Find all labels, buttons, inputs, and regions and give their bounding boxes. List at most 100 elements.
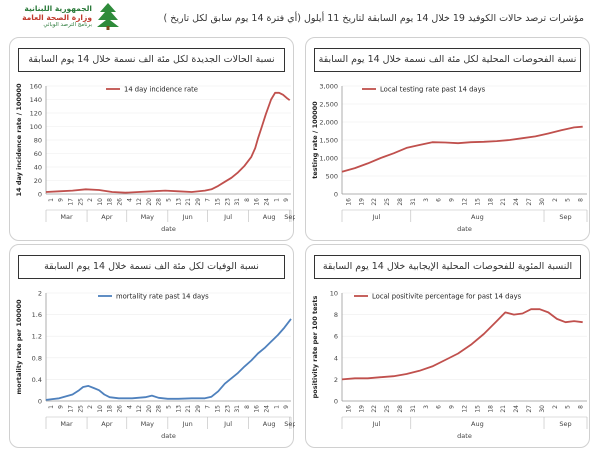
x-axis-label: date xyxy=(161,225,176,233)
x-tick-label: 15 xyxy=(474,198,481,206)
y-tick-label: 1,500 xyxy=(319,137,338,145)
x-tick-label: 28 xyxy=(156,198,163,206)
legend-label: 14 day incidence rate xyxy=(124,86,198,94)
x-tick-label: 18 xyxy=(487,405,494,413)
month-label: Jul xyxy=(371,213,380,221)
x-tick-label: 16 xyxy=(254,405,261,413)
y-axis-label: 14 day incidence rate / 100000 xyxy=(15,83,23,196)
month-label: May xyxy=(141,420,155,428)
x-tick-label: 10 xyxy=(97,405,104,413)
x-tick-label: 8 xyxy=(244,405,251,409)
y-tick-label: 20 xyxy=(34,177,42,185)
mortality-chart-title: نسبة الوفيات لكل مئة الف نسمة خلال 14 يو… xyxy=(18,255,285,279)
legend-label: Local positivite percentage for past 14 … xyxy=(372,293,522,301)
x-tick-label: 23 xyxy=(224,198,231,206)
x-tick-label: 26 xyxy=(117,198,124,206)
x-tick-label: 12 xyxy=(462,198,469,206)
page-title: مؤشرات ترصد حالات الكوفيد 19 خلال 14 يوم… xyxy=(163,13,585,24)
x-tick-label: 29 xyxy=(195,198,202,206)
x-tick-label: 22 xyxy=(371,405,378,413)
y-tick-label: 2,500 xyxy=(319,101,338,109)
x-tick-label: 6 xyxy=(436,405,443,409)
x-tick-label: 12 xyxy=(136,198,143,206)
x-tick-label: 25 xyxy=(384,198,391,206)
x-tick-label: 23 xyxy=(224,405,231,413)
y-axis-label: mortality rate per 100000 xyxy=(15,299,23,395)
series-line xyxy=(341,125,583,173)
month-label: Jun xyxy=(182,420,193,428)
month-label: Mar xyxy=(60,213,73,221)
x-tick-label: 5 xyxy=(565,405,572,409)
y-tick-label: 1.2 xyxy=(32,333,42,341)
x-tick-label: 10 xyxy=(97,198,104,206)
x-tick-label: 5 xyxy=(565,198,572,202)
x-tick-label: 2 xyxy=(552,198,559,202)
x-tick-label: 30 xyxy=(539,405,546,413)
month-label: Sep xyxy=(284,420,295,428)
x-tick-label: 15 xyxy=(215,405,222,413)
x-tick-label: 6 xyxy=(436,198,443,202)
x-tick-label: 4 xyxy=(126,405,133,409)
x-tick-label: 27 xyxy=(526,405,533,413)
x-tick-label: 28 xyxy=(397,198,404,206)
y-axis-label: positivity rate per 100 tests xyxy=(311,296,319,399)
month-label: Jul xyxy=(371,420,380,428)
x-tick-label: 21 xyxy=(500,405,507,413)
y-tick-label: 60 xyxy=(34,150,42,158)
x-tick-label: 8 xyxy=(244,198,251,202)
x-tick-label: 9 xyxy=(58,198,65,202)
x-tick-label: 26 xyxy=(117,405,124,413)
x-tick-label: 24 xyxy=(264,405,271,413)
incidence-chart-panel: نسبة الحالات الجديدة لكل مئة الف نسمة خل… xyxy=(9,37,295,241)
x-tick-label: 3 xyxy=(423,405,430,409)
y-tick-label: 1,000 xyxy=(319,155,338,163)
x-tick-label: 9 xyxy=(283,198,290,202)
y-tick-label: 1.6 xyxy=(32,311,42,319)
month-label: Aug xyxy=(471,213,484,221)
month-label: Sep xyxy=(284,213,295,221)
y-tick-label: 8 xyxy=(334,311,338,319)
x-tick-label: 9 xyxy=(58,405,65,409)
y-tick-label: 40 xyxy=(34,164,42,172)
testing-chart: 0 500 1,000 1,500 2,000 2,500 3,000 testing rat… xyxy=(311,83,588,233)
x-tick-label: 15 xyxy=(215,198,222,206)
x-tick-label: 12 xyxy=(462,405,469,413)
series-line xyxy=(45,91,291,194)
x-tick-label: 21 xyxy=(500,198,507,206)
month-label: May xyxy=(141,213,155,221)
y-tick-label: 0 xyxy=(38,398,42,406)
legend-label: Local testing rate past 14 days xyxy=(380,86,486,94)
month-label: Aug xyxy=(263,420,276,428)
month-label: Apr xyxy=(101,420,113,428)
x-tick-label: 28 xyxy=(397,405,404,413)
x-tick-label: 25 xyxy=(77,198,84,206)
incidence-chart-title: نسبة الحالات الجديدة لكل مئة الف نسمة خل… xyxy=(18,48,285,72)
y-tick-label: 0 xyxy=(334,191,338,199)
x-tick-label: 21 xyxy=(185,198,192,206)
logo-line-3: برنامج الترصد الوبائي xyxy=(43,22,92,28)
x-tick-label: 30 xyxy=(539,198,546,206)
x-tick-label: 9 xyxy=(449,198,456,202)
x-tick-label: 20 xyxy=(146,198,153,206)
x-tick-label: 16 xyxy=(345,198,352,206)
x-tick-label: 28 xyxy=(156,405,163,413)
x-tick-label: 2 xyxy=(87,405,94,409)
month-label: Jul xyxy=(223,420,232,428)
x-tick-label: 13 xyxy=(175,198,182,206)
x-tick-label: 29 xyxy=(195,405,202,413)
series-line xyxy=(341,308,583,381)
x-tick-label: 1 xyxy=(48,405,55,409)
mortality-chart-panel: نسبة الوفيات لكل مئة الف نسمة خلال 14 يو… xyxy=(9,244,295,448)
x-tick-label: 9 xyxy=(449,405,456,409)
positivity-chart-panel: النسبة المئوية للفحوصات المحلية الإيجابي… xyxy=(305,244,590,448)
testing-chart-title: نسبة الفحوصات المحلية لكل مئة الف نسمة خ… xyxy=(314,48,581,72)
x-tick-label: 18 xyxy=(487,198,494,206)
y-tick-label: 140 xyxy=(30,96,42,104)
x-tick-label: 24 xyxy=(513,405,520,413)
x-tick-label: 31 xyxy=(410,405,417,413)
y-tick-label: 2 xyxy=(38,290,42,298)
x-tick-label: 21 xyxy=(185,405,192,413)
x-tick-label: 16 xyxy=(254,198,261,206)
